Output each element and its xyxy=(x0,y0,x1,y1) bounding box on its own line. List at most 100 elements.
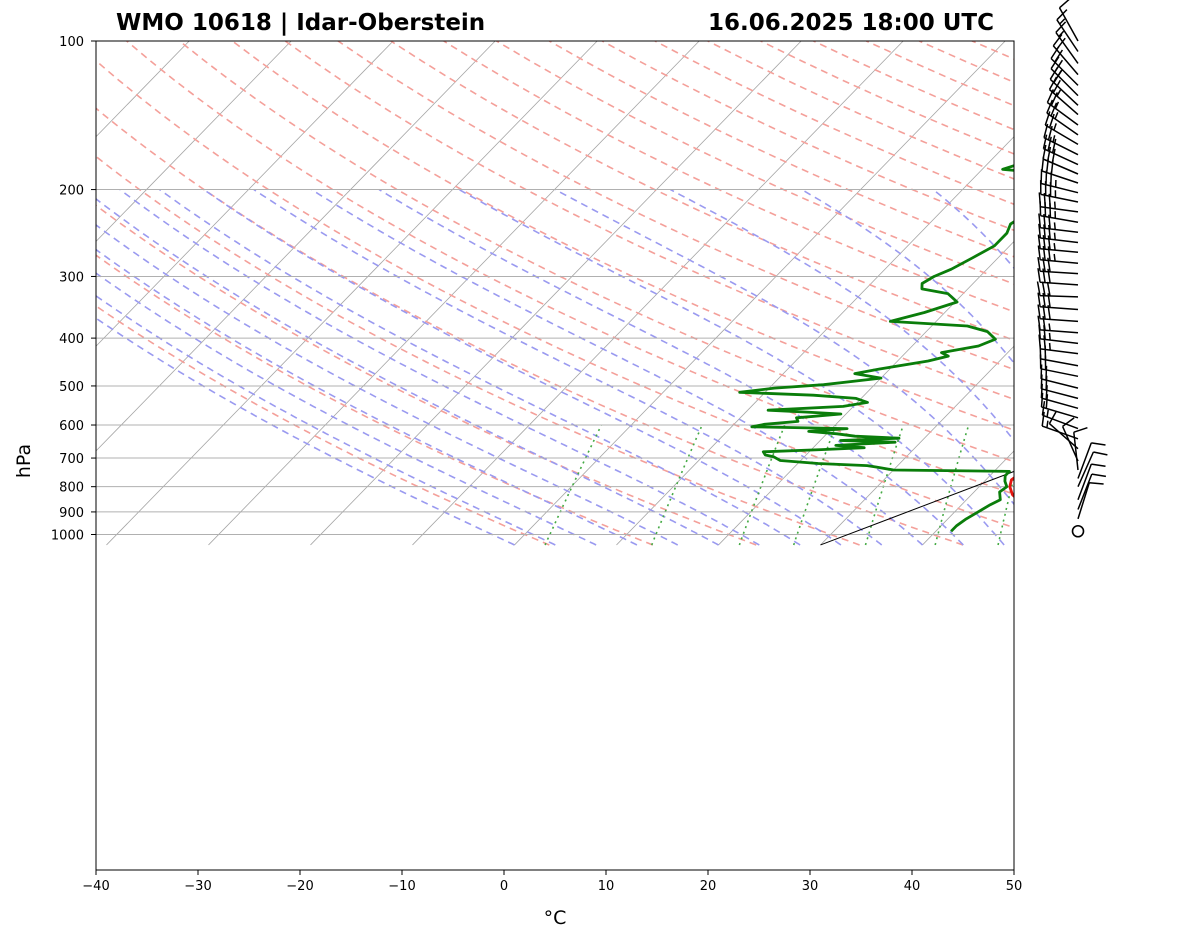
wind-barb xyxy=(1041,156,1079,184)
y-tick-label: 300 xyxy=(59,270,84,285)
dry-adiabat-line xyxy=(96,305,550,546)
wind-barb xyxy=(1046,99,1079,136)
y-tick-label: 500 xyxy=(59,380,84,395)
x-tick-label: 0 xyxy=(500,879,508,894)
dry-adiabat-line xyxy=(96,155,860,546)
wind-barb xyxy=(1077,451,1108,488)
y-tick-label: 800 xyxy=(59,481,84,496)
moist-adiabat-line xyxy=(932,188,1014,270)
isotherm-line xyxy=(208,41,700,546)
wind-barb xyxy=(1055,21,1079,64)
isotherm-line xyxy=(96,41,496,452)
moist-adiabat-line xyxy=(378,188,964,546)
wind-barb xyxy=(1037,304,1079,323)
isotherm-line xyxy=(96,41,190,138)
wind-barb xyxy=(1040,169,1079,194)
moist-adiabat-line xyxy=(670,188,1014,442)
wind-barb xyxy=(1048,410,1079,450)
y-axis-label: hPa xyxy=(13,444,35,478)
isotherm-line xyxy=(1126,41,1181,545)
mixing-ratio-line xyxy=(997,473,1014,546)
x-axis-ticks: −40 −30 −20 −10 0 10 20 30 40 50 xyxy=(82,870,1022,894)
wind-barb xyxy=(1036,281,1079,298)
wind-barb xyxy=(1041,411,1079,440)
dry-adiabat-line xyxy=(443,41,1014,313)
moist-adiabat-line xyxy=(801,188,1014,365)
x-tick-label: 30 xyxy=(802,879,819,894)
wind-barb xyxy=(1038,213,1079,233)
mixing-ratio-line xyxy=(1044,425,1070,545)
dry-adiabat-line xyxy=(548,41,1014,258)
x-tick-label: −30 xyxy=(184,879,211,894)
wind-barb xyxy=(1037,234,1079,254)
isotherm-line xyxy=(616,136,1014,546)
wind-barb xyxy=(1040,364,1079,389)
moist-adiabat-line xyxy=(1136,190,1181,545)
y-tick-label: 100 xyxy=(59,35,84,50)
x-tick-label: −20 xyxy=(286,879,313,894)
wind-barb xyxy=(1077,442,1106,479)
y-tick-label: 1000 xyxy=(51,529,84,544)
dry-adiabat-line xyxy=(96,254,654,546)
dry-adiabat-line xyxy=(126,41,1014,496)
mixing-ratio-line xyxy=(864,424,905,546)
x-axis-label: °C xyxy=(544,907,567,929)
wind-barb xyxy=(1043,123,1079,156)
thermo-background xyxy=(96,41,1181,546)
x-tick-label: 20 xyxy=(700,879,717,894)
dry-adiabat-line xyxy=(971,41,1014,60)
wind-barb xyxy=(1073,426,1088,471)
isotherm-line xyxy=(310,41,802,546)
isotherm-line xyxy=(820,345,1014,546)
wind-barb xyxy=(1077,463,1106,500)
wind-barb xyxy=(1038,223,1079,244)
temperature-line xyxy=(1008,476,1014,499)
dewpoint-line xyxy=(738,164,1014,533)
moist-adiabat-line xyxy=(311,188,924,546)
mixing-ratio-line xyxy=(1112,425,1134,545)
wind-barb xyxy=(1044,111,1079,146)
mixing-ratio-line xyxy=(738,424,786,546)
x-tick-label: 10 xyxy=(598,879,615,894)
y-tick-label: 700 xyxy=(59,452,84,467)
dry-adiabat-line xyxy=(813,41,1014,131)
x-tick-label: −40 xyxy=(82,879,109,894)
dry-adiabat-line xyxy=(179,41,1014,463)
wind-barb xyxy=(1040,392,1079,419)
x-tick-label: 40 xyxy=(904,879,921,894)
dry-adiabat-line xyxy=(96,59,1014,529)
moist-adiabat-line xyxy=(96,272,597,546)
x-tick-label: 50 xyxy=(1006,879,1023,894)
isotherm-line xyxy=(96,41,394,347)
dry-adiabat-line xyxy=(96,107,964,546)
wind-barbs xyxy=(1036,0,1108,538)
isotherm-line xyxy=(96,41,292,243)
wind-barb xyxy=(1037,245,1079,264)
mixing-ratio-line xyxy=(934,424,970,546)
wind-barb xyxy=(1037,256,1079,275)
wind-barb xyxy=(1077,473,1107,510)
chart-title-left: WMO 10618 | Idar-Oberstein xyxy=(116,10,485,36)
pressure-grid xyxy=(96,41,1014,535)
isotherm-line xyxy=(922,450,1014,546)
moist-adiabat-line xyxy=(96,294,556,546)
mixing-ratio-line xyxy=(1138,425,1158,545)
wind-barb xyxy=(1046,89,1079,126)
y-tick-label: 400 xyxy=(59,332,84,347)
y-tick-label: 200 xyxy=(59,184,84,199)
wind-barb xyxy=(1042,144,1079,175)
isotherm-line xyxy=(412,41,904,546)
chart-title-right: 16.06.2025 18:00 UTC xyxy=(708,10,994,36)
mixing-ratio-line xyxy=(792,424,837,546)
moist-adiabat-line xyxy=(96,223,679,546)
moist-adiabat-line xyxy=(119,188,760,546)
y-tick-label: 600 xyxy=(59,419,84,434)
dry-adiabat-line xyxy=(337,41,1014,371)
wind-barb xyxy=(1037,292,1079,311)
wind-barb xyxy=(1038,334,1079,355)
y-tick-label: 900 xyxy=(59,506,84,521)
wind-barb xyxy=(1039,201,1079,224)
wind-barb xyxy=(1038,324,1079,345)
wind-barb xyxy=(1037,268,1079,286)
